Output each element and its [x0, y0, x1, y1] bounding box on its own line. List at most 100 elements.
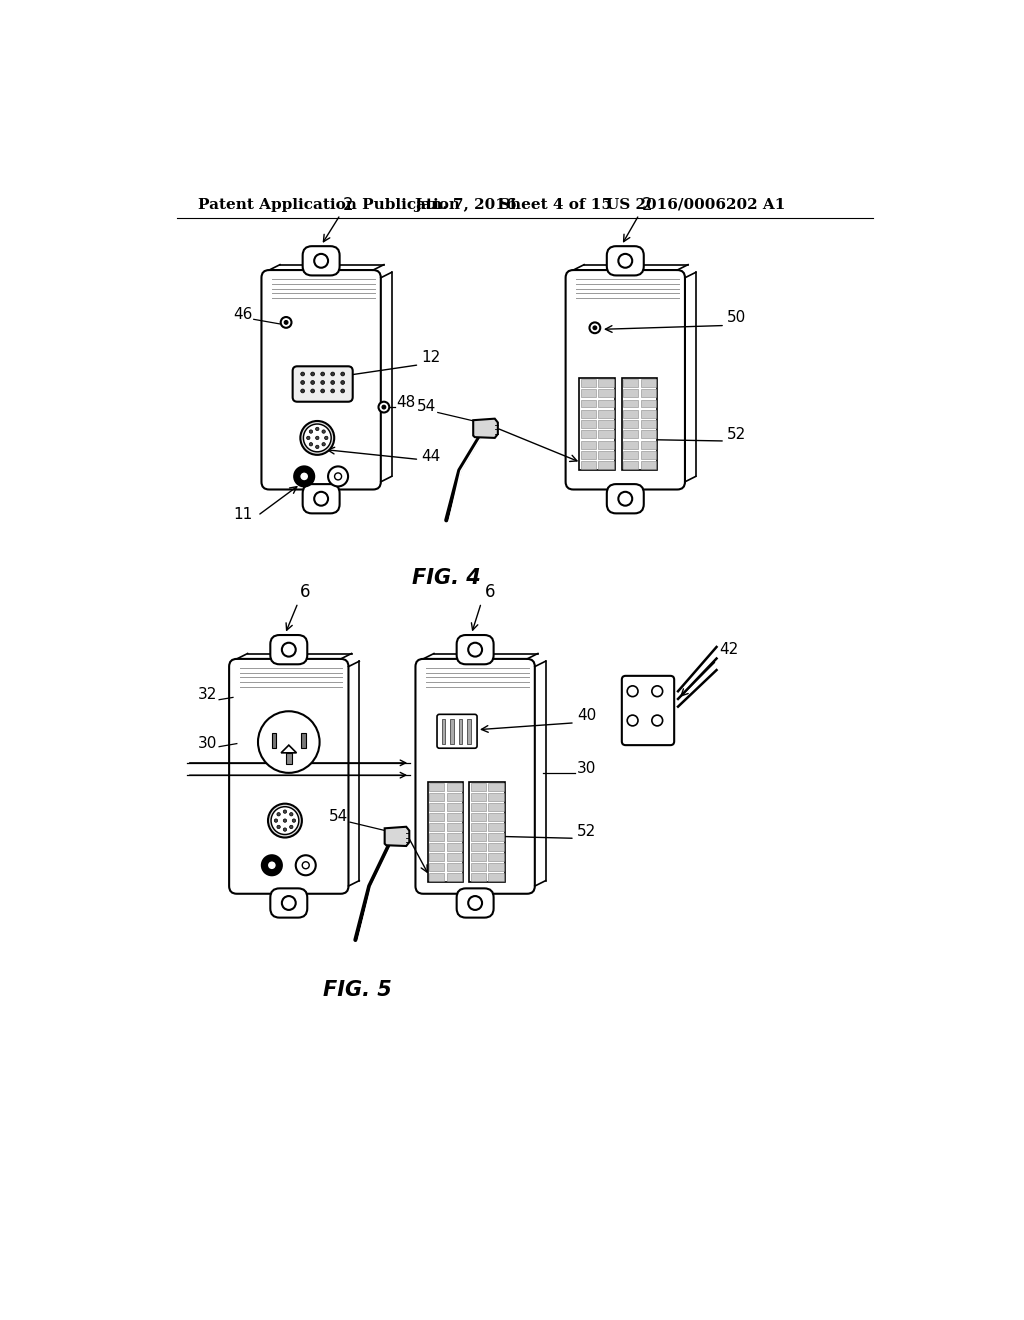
Bar: [470, 863, 486, 871]
Bar: [428, 781, 463, 882]
Bar: [598, 420, 613, 428]
Bar: [641, 430, 656, 438]
Text: 32: 32: [199, 686, 217, 702]
Circle shape: [321, 389, 325, 393]
Circle shape: [284, 810, 287, 813]
Text: 50: 50: [727, 310, 746, 326]
Bar: [429, 804, 444, 810]
Bar: [446, 804, 462, 810]
Bar: [641, 461, 656, 469]
FancyBboxPatch shape: [270, 635, 307, 664]
Circle shape: [341, 380, 345, 384]
Circle shape: [258, 711, 319, 774]
Circle shape: [300, 421, 334, 455]
Circle shape: [618, 253, 632, 268]
Bar: [488, 793, 504, 801]
Bar: [488, 783, 504, 791]
Circle shape: [282, 643, 296, 656]
Bar: [446, 783, 462, 791]
Circle shape: [267, 861, 276, 870]
Circle shape: [652, 715, 663, 726]
Bar: [598, 379, 613, 387]
Text: 54: 54: [329, 809, 348, 824]
Circle shape: [309, 430, 312, 433]
Bar: [623, 441, 638, 449]
Polygon shape: [473, 418, 498, 438]
FancyBboxPatch shape: [607, 246, 644, 276]
Bar: [470, 833, 486, 841]
Bar: [429, 793, 444, 801]
Bar: [429, 853, 444, 861]
Circle shape: [284, 818, 287, 822]
Bar: [470, 813, 486, 821]
Bar: [429, 833, 444, 841]
Bar: [286, 752, 292, 764]
Bar: [271, 733, 276, 748]
Text: 48: 48: [396, 395, 416, 411]
Text: FIG. 4: FIG. 4: [412, 568, 480, 587]
Bar: [488, 874, 504, 880]
Bar: [488, 824, 504, 832]
Bar: [581, 430, 596, 438]
Bar: [488, 853, 504, 861]
Bar: [446, 874, 462, 880]
Text: 52: 52: [578, 824, 596, 840]
Text: 42: 42: [719, 643, 738, 657]
Circle shape: [314, 492, 328, 506]
FancyBboxPatch shape: [303, 246, 340, 276]
FancyBboxPatch shape: [261, 271, 381, 490]
Circle shape: [322, 442, 326, 446]
Bar: [446, 813, 462, 821]
Circle shape: [322, 430, 326, 433]
Circle shape: [331, 372, 335, 376]
Bar: [429, 783, 444, 791]
Bar: [470, 874, 486, 880]
Bar: [598, 430, 613, 438]
Text: 6: 6: [484, 583, 495, 602]
Circle shape: [292, 818, 296, 822]
Circle shape: [315, 445, 319, 449]
Bar: [488, 813, 504, 821]
Bar: [598, 451, 613, 459]
Circle shape: [628, 715, 638, 726]
Text: Patent Application Publication: Patent Application Publication: [199, 198, 461, 211]
FancyBboxPatch shape: [607, 484, 644, 513]
Circle shape: [262, 855, 282, 875]
Text: 44: 44: [421, 449, 440, 465]
Bar: [581, 420, 596, 428]
Circle shape: [284, 828, 287, 832]
Circle shape: [276, 825, 281, 829]
Circle shape: [314, 253, 328, 268]
Circle shape: [341, 372, 345, 376]
Circle shape: [331, 389, 335, 393]
Circle shape: [268, 804, 302, 838]
Bar: [580, 378, 614, 470]
Circle shape: [309, 442, 312, 446]
FancyBboxPatch shape: [622, 676, 674, 744]
Circle shape: [290, 813, 293, 816]
Circle shape: [331, 380, 335, 384]
Circle shape: [290, 825, 293, 829]
Text: 2: 2: [343, 195, 353, 214]
Text: 52: 52: [727, 428, 746, 442]
Bar: [301, 733, 306, 748]
Text: US 2016/0006202 A1: US 2016/0006202 A1: [606, 198, 785, 211]
Circle shape: [302, 862, 309, 869]
Polygon shape: [385, 826, 410, 846]
Circle shape: [294, 466, 314, 487]
Circle shape: [306, 436, 310, 440]
Circle shape: [468, 896, 482, 909]
Circle shape: [296, 855, 315, 875]
FancyBboxPatch shape: [457, 635, 494, 664]
Circle shape: [328, 466, 348, 487]
Text: 30: 30: [578, 760, 597, 776]
Bar: [581, 379, 596, 387]
Bar: [467, 719, 471, 743]
Bar: [598, 441, 613, 449]
Circle shape: [315, 436, 319, 440]
Bar: [429, 824, 444, 832]
Bar: [623, 461, 638, 469]
Bar: [598, 409, 613, 417]
Bar: [488, 833, 504, 841]
Text: Sheet 4 of 15: Sheet 4 of 15: [499, 198, 611, 211]
